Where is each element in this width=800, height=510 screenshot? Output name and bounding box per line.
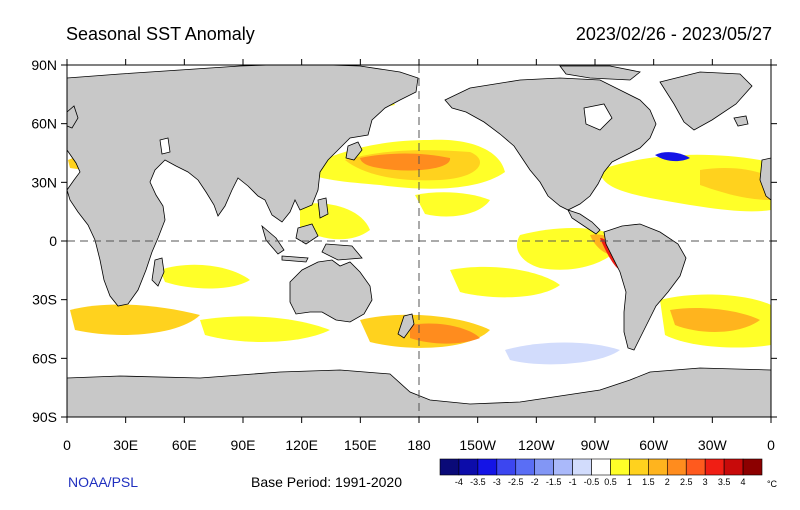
eurasia-africa xyxy=(67,65,419,307)
map-area xyxy=(67,65,771,417)
lon-tick-label: 0 xyxy=(63,437,71,453)
lat-tick-label: 30S xyxy=(32,292,57,308)
java xyxy=(281,255,309,263)
lat-tick-label: 0 xyxy=(49,233,57,249)
longitude-axis: 0 30E 60E 90E 120E 150E 180 150W 120W 90W 60W 30W 0 xyxy=(63,59,775,453)
arctic-islands xyxy=(559,65,641,81)
lat-tick-label: 60S xyxy=(32,350,57,366)
colorbar-swatch xyxy=(723,458,744,476)
new-zealand xyxy=(397,313,415,339)
lon-tick-label: 120W xyxy=(518,437,555,453)
australia xyxy=(289,259,373,323)
antarctica xyxy=(67,367,771,417)
lon-tick-label: 0 xyxy=(767,437,775,453)
warm-anomaly-southern-indian xyxy=(200,316,330,342)
new-guinea xyxy=(321,243,363,261)
colorbar-swatch xyxy=(534,458,554,476)
cold-anomaly-southern-pacific xyxy=(505,342,620,365)
colorbar-swatch xyxy=(610,458,630,476)
colorbar-tick-label: -1.5 xyxy=(546,477,562,487)
colorbar-tick-label: 1.5 xyxy=(642,477,655,487)
source-label: NOAA/PSL xyxy=(68,474,139,490)
warm-anomaly-subtropical-pacific xyxy=(415,192,490,217)
south-america xyxy=(603,223,687,351)
colorbar-swatch xyxy=(572,458,592,476)
warm-anomaly-north-atlantic-east xyxy=(700,167,771,200)
warm-anomaly-kuroshio-core xyxy=(360,153,451,171)
colorbar-tick-label: 4 xyxy=(741,477,746,487)
lon-tick-label: 30E xyxy=(113,437,138,453)
warm-anomaly-tasman-core xyxy=(410,323,480,344)
british-isles xyxy=(67,105,79,129)
colorbar-swatch xyxy=(648,458,668,476)
greenland xyxy=(659,71,753,131)
lon-tick-label: 30W xyxy=(698,437,728,453)
warm-anomaly-south-atlantic-core xyxy=(670,308,760,332)
colorbar-swatch xyxy=(704,458,725,476)
colorbar-swatch xyxy=(742,458,763,476)
madagascar xyxy=(151,257,165,287)
colorbar-tick-label: -2 xyxy=(531,477,539,487)
lon-tick-label: 180 xyxy=(407,437,431,453)
colorbar-swatch xyxy=(515,458,536,476)
colorbar-tick-label: 2.5 xyxy=(680,477,693,487)
colorbar-swatch xyxy=(553,458,573,476)
colorbar-tick-label: -3.5 xyxy=(470,477,486,487)
colorbar: -4 -3.5 -3 -2.5 -2 -1.5 -1 -0.5 0.5 1 1.5 2 2.5 3 3.5 4… xyxy=(439,458,778,489)
warm-anomaly-south-pacific xyxy=(450,266,560,298)
lat-tick-label: 30N xyxy=(31,174,57,190)
colorbar-tick-label: -4 xyxy=(455,477,463,487)
date-range: 2023/02/26 - 2023/05/27 xyxy=(575,24,772,44)
lon-tick-label: 150E xyxy=(344,437,377,453)
map-title: Seasonal SST Anomaly xyxy=(66,24,255,44)
warm-anomaly-western-pacific xyxy=(300,203,370,240)
caspian-sea xyxy=(159,137,171,155)
lat-tick-label: 60N xyxy=(31,116,57,132)
lon-tick-label: 60E xyxy=(172,437,197,453)
colorbar-tick-label: 3 xyxy=(703,477,708,487)
colorbar-tick-label: 0.5 xyxy=(604,477,617,487)
colorbar-swatch xyxy=(629,458,649,476)
anomaly-shading xyxy=(68,79,771,365)
lon-tick-label: 120E xyxy=(285,437,318,453)
lon-tick-label: 150W xyxy=(459,437,496,453)
iceland xyxy=(733,115,749,127)
colorbar-swatch xyxy=(591,458,611,476)
colorbar-unit: °C xyxy=(767,479,778,489)
west-africa-edge xyxy=(759,157,771,201)
colorbar-tick-label: -1 xyxy=(569,477,577,487)
central-america xyxy=(567,209,601,235)
borneo xyxy=(295,223,319,245)
cold-anomaly-gulf-stream xyxy=(655,152,690,162)
lat-tick-label: 90S xyxy=(32,409,57,425)
colorbar-tick-label: -2.5 xyxy=(508,477,524,487)
latitude-axis: 90N 60N 30N 0 30S 60S 90S xyxy=(31,57,777,425)
lon-tick-label: 90W xyxy=(581,437,611,453)
colorbar-tick-label: -3 xyxy=(493,477,501,487)
colorbar-swatch xyxy=(685,458,706,476)
lat-tick-label: 90N xyxy=(31,57,57,73)
warm-anomaly-agulhas xyxy=(70,304,200,335)
sumatra xyxy=(261,224,285,255)
colorbar-swatch xyxy=(458,458,479,476)
lon-tick-label: 90E xyxy=(231,437,256,453)
philippines xyxy=(317,197,329,219)
colorbar-swatch xyxy=(477,458,498,476)
colorbar-tick-label: -0.5 xyxy=(584,477,600,487)
colorbar-swatch xyxy=(439,458,460,476)
japan xyxy=(345,141,363,161)
hudson-bay xyxy=(583,103,613,131)
lon-tick-label: 60W xyxy=(639,437,669,453)
colorbar-tick-label: 3.5 xyxy=(718,477,731,487)
base-period-label: Base Period: 1991-2020 xyxy=(251,474,402,490)
warm-anomaly-central-indian xyxy=(160,264,250,289)
land-masses xyxy=(67,65,771,417)
colorbar-tick-label: 2 xyxy=(665,477,670,487)
colorbar-swatch xyxy=(496,458,517,476)
colorbar-swatch xyxy=(666,458,687,476)
colorbar-tick-label: 1 xyxy=(627,477,632,487)
